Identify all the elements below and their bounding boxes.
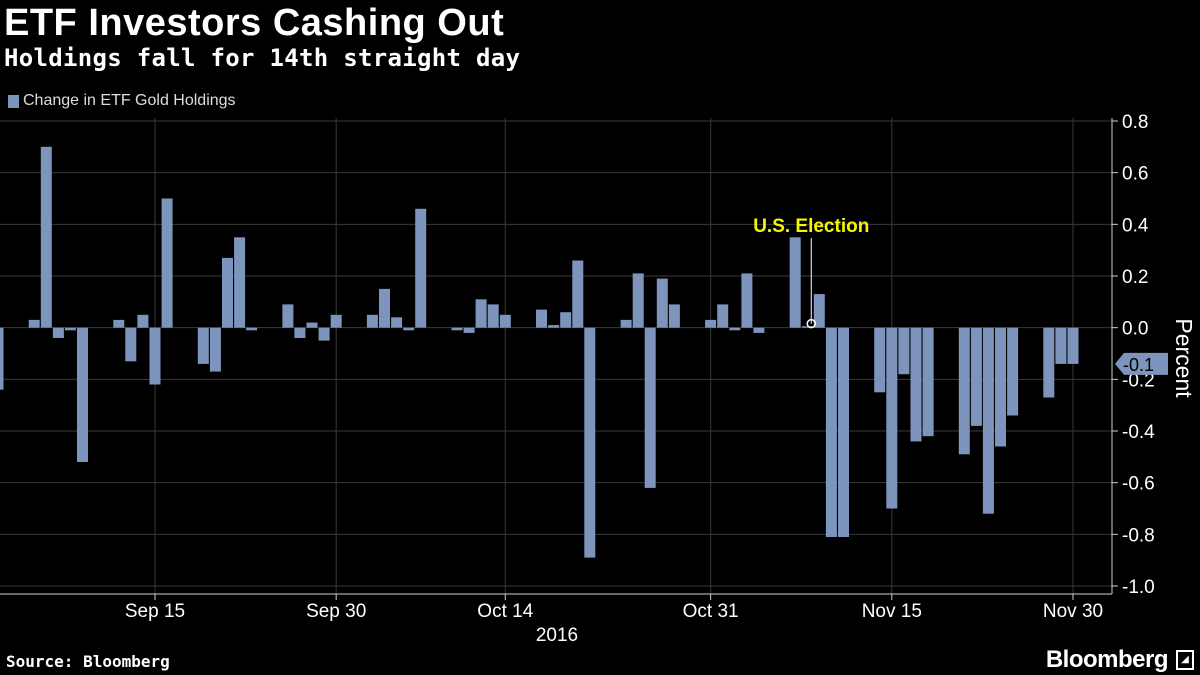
bar <box>813 294 825 328</box>
bar <box>161 198 173 328</box>
chart-subtitle: Holdings fall for 14th straight day <box>4 44 521 72</box>
y-tick-label: -1.0 <box>1122 577 1155 598</box>
bloomberg-logo: Bloomberg <box>1045 646 1169 673</box>
chart-title: ETF Investors Cashing Out <box>4 2 505 44</box>
x-tick-label: Oct 31 <box>683 601 739 622</box>
last-value-label: -0.1 <box>1123 355 1154 375</box>
bar <box>137 314 149 328</box>
bar <box>487 304 499 328</box>
bar <box>789 237 801 328</box>
bar <box>741 273 753 328</box>
bar <box>306 322 318 328</box>
y-tick-label: -0.4 <box>1122 422 1155 443</box>
bar <box>64 327 76 331</box>
bar <box>0 327 4 390</box>
x-tick-label: Oct 14 <box>477 601 533 622</box>
bar <box>1055 327 1067 364</box>
last-value-tag <box>1115 352 1168 375</box>
bar <box>825 327 837 537</box>
y-axis-label: Percent <box>1171 318 1197 398</box>
bar <box>415 208 427 328</box>
bar <box>995 327 1006 447</box>
bar <box>801 326 813 328</box>
bar <box>197 327 209 364</box>
bar <box>656 278 668 328</box>
bar <box>391 317 403 328</box>
bar <box>234 237 246 328</box>
bar <box>572 260 584 328</box>
legend: Change in ETF Gold Holdings <box>8 92 236 110</box>
x-tick-label: Nov 15 <box>862 601 922 622</box>
bar <box>282 304 294 328</box>
bar <box>379 288 390 328</box>
x-tick-label: Sep 30 <box>306 601 366 622</box>
bar <box>898 327 910 375</box>
bar <box>644 327 656 488</box>
legend-swatch <box>8 94 19 108</box>
bar <box>958 327 970 455</box>
bar <box>632 273 644 328</box>
bar <box>28 319 40 328</box>
y-tick-label: 0.4 <box>1122 215 1149 236</box>
bar <box>548 325 560 328</box>
bar <box>149 327 161 385</box>
bar <box>874 327 886 393</box>
bar <box>717 304 729 328</box>
bar <box>1043 327 1055 398</box>
bar <box>52 327 64 338</box>
bar <box>499 314 511 328</box>
bar <box>1007 327 1019 416</box>
bar <box>705 319 717 328</box>
y-tick-label: -0.2 <box>1122 370 1155 391</box>
bar <box>77 327 88 462</box>
bar <box>729 327 741 331</box>
y-tick-label: 0.0 <box>1122 319 1148 340</box>
x-tick-label: Nov 30 <box>1043 601 1103 622</box>
bar <box>536 309 547 328</box>
annotation-label: U.S. Election <box>753 216 869 237</box>
bar <box>584 327 596 558</box>
bar <box>982 327 994 514</box>
bar <box>463 327 475 333</box>
y-tick-label: 0.2 <box>1122 267 1148 288</box>
bar <box>560 312 572 328</box>
bar <box>668 304 680 328</box>
bar <box>451 327 463 331</box>
bar <box>970 327 982 426</box>
bar <box>403 327 415 331</box>
y-tick-label: -0.8 <box>1122 525 1155 546</box>
legend-label: Change in ETF Gold Holdings <box>23 92 236 109</box>
bar <box>838 327 849 537</box>
bloomberg-mark-icon: ◢ <box>1176 650 1194 670</box>
bar <box>620 319 632 328</box>
bar <box>910 327 922 442</box>
bar <box>246 327 258 331</box>
bar <box>475 299 487 328</box>
bar <box>330 314 342 328</box>
y-tick-label: -0.6 <box>1122 474 1155 495</box>
annotation-marker <box>806 318 817 329</box>
bar <box>294 327 306 338</box>
y-tick-label: 0.8 <box>1122 112 1148 133</box>
bar <box>753 327 765 333</box>
bar <box>222 257 233 328</box>
bar <box>366 314 378 328</box>
bar <box>209 327 221 372</box>
y-tick-label: 0.6 <box>1122 164 1148 185</box>
x-axis-label: 2016 <box>536 625 578 646</box>
bar <box>886 327 898 509</box>
bar <box>113 319 125 328</box>
bar <box>318 327 330 341</box>
bar <box>40 146 52 328</box>
bar <box>922 327 934 437</box>
bar <box>1067 327 1079 364</box>
bar <box>125 327 137 362</box>
source-note: Source: Bloomberg <box>6 652 170 671</box>
x-tick-label: Sep 15 <box>125 601 185 622</box>
